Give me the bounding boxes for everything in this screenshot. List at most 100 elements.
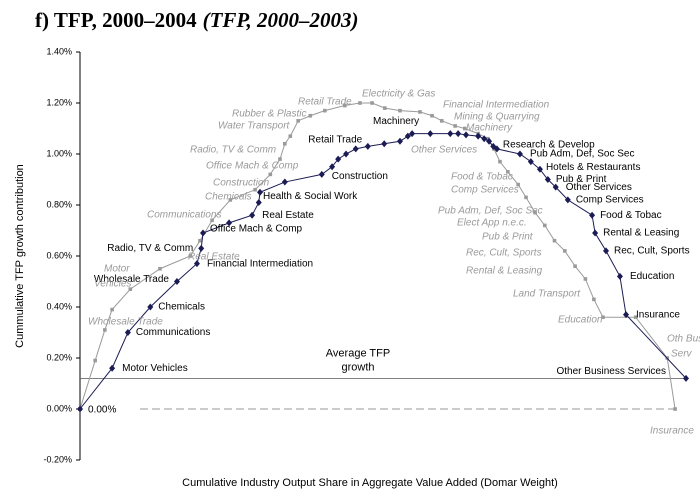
series-line	[79, 102, 676, 410]
comparison-annotation: Real Estate	[188, 252, 240, 263]
diamond-marker	[318, 170, 325, 178]
square-marker	[601, 315, 605, 319]
annotation: Other Services	[566, 182, 632, 193]
comparison-annotation: Office Mach & Comp	[206, 161, 299, 172]
diamond-marker	[486, 137, 493, 145]
diamond-marker	[124, 329, 131, 336]
square-marker	[210, 218, 214, 223]
x-axis-title: Cumulative Industry Output Share in Aggr…	[182, 477, 558, 489]
comparison-annotation: Pub & Print	[482, 232, 534, 243]
annotation: Other Business Services	[557, 366, 667, 377]
square-marker	[288, 134, 293, 138]
diamond-marker	[527, 158, 534, 166]
square-marker	[383, 106, 387, 110]
y-axis-title: Cummulative TFP growth contribution	[14, 164, 26, 348]
comparison-annotation: Rubber & Plastic	[232, 109, 306, 120]
diamond-marker	[623, 311, 630, 319]
annotation: Rec, Cult, Sports	[614, 246, 690, 257]
square-marker	[430, 113, 434, 118]
diamond-marker	[536, 165, 543, 173]
diamond-marker	[564, 196, 571, 204]
annotation: Pub Adm, Def, Soc Sec	[530, 149, 635, 160]
y-tick-label: 0.40%	[46, 301, 72, 311]
square-marker	[453, 124, 457, 128]
diamond-marker	[589, 211, 596, 219]
comparison-annotation: Electricity & Gas	[362, 89, 435, 100]
diamond-marker	[544, 176, 551, 183]
diamond-marker	[481, 135, 488, 143]
diamond-marker	[198, 244, 205, 252]
annotation: Insurance	[636, 309, 680, 320]
square-marker	[398, 108, 402, 113]
annotation: Motor Vehicles	[122, 363, 188, 374]
diamond-marker	[200, 229, 207, 237]
square-marker	[533, 210, 537, 215]
square-marker	[358, 101, 362, 105]
square-marker	[228, 198, 233, 202]
square-marker	[418, 110, 422, 114]
diamond-marker	[281, 178, 288, 186]
diamond-marker	[77, 405, 83, 413]
square-marker	[343, 103, 347, 108]
comparison-annotation: Rental & Leasing	[466, 266, 543, 277]
average-label: Average TFP	[326, 347, 390, 359]
annotation: Wholesale Trade	[94, 274, 169, 285]
diamond-marker	[352, 145, 359, 153]
square-marker	[506, 170, 510, 174]
comparison-annotation: Food & Tobac	[451, 172, 513, 183]
annotation: Communications	[136, 327, 210, 338]
chart-subtitle: (TFP, 2000–2003)	[203, 8, 359, 32]
comparison-annotation: Land Transport	[513, 289, 581, 300]
y-tick-label: 0.80%	[46, 199, 72, 209]
square-marker	[128, 287, 133, 291]
annotation: Rental & Leasing	[603, 228, 679, 239]
y-tick-label: 1.20%	[46, 97, 72, 107]
diamond-marker	[463, 131, 470, 139]
diamond-marker	[475, 132, 482, 140]
square-marker	[439, 119, 444, 123]
square-marker	[573, 264, 577, 268]
average-label: growth	[341, 361, 374, 373]
diamond-marker	[255, 198, 262, 206]
diamond-marker	[455, 130, 462, 138]
annotation: Food & Tobac	[600, 210, 662, 221]
diamond-marker	[147, 303, 154, 311]
zero-label: 0.00%	[88, 405, 116, 416]
diamond-marker	[616, 272, 623, 280]
comparison-annotation: Elect App n.e.c.	[457, 218, 527, 229]
diamond-marker	[447, 130, 454, 138]
diamond-marker	[335, 155, 342, 163]
square-marker	[308, 113, 313, 118]
square-marker	[498, 159, 502, 164]
diamond-marker	[173, 278, 180, 285]
square-marker	[110, 307, 114, 312]
y-tick-label: 0.60%	[46, 250, 72, 260]
comparison-annotation: Other Services	[411, 145, 477, 156]
comparison-annotation: Radio, TV & Comm	[190, 145, 276, 156]
diamond-marker	[226, 219, 233, 227]
annotation: Machinery	[373, 116, 419, 127]
diamond-marker	[552, 183, 559, 191]
comparison-annotation: Oth Bus	[667, 334, 700, 345]
annotation: Pub & Print	[556, 174, 607, 185]
comparison-annotation: Vehicles	[94, 279, 131, 290]
square-marker	[463, 126, 467, 131]
chart-title: f) TFP, 2000–2004	[35, 8, 197, 32]
comparison-annotation: Water Transport	[218, 121, 291, 132]
diamond-marker	[404, 132, 411, 140]
diamond-marker	[592, 229, 599, 237]
square-marker	[583, 277, 588, 281]
annotation: Chemicals	[158, 302, 205, 313]
diamond-marker	[381, 140, 388, 148]
chart-title-group: f) TFP, 2000–2004 (TFP, 2000–2003)	[35, 8, 359, 32]
square-marker	[552, 238, 557, 243]
diamond-marker	[396, 137, 403, 145]
comparison-annotation: Pub Adm, Def, Soc Sec	[438, 206, 543, 217]
square-marker	[673, 407, 677, 411]
y-tick-label: 1.40%	[46, 46, 72, 56]
annotation: Research & Develop	[503, 140, 595, 151]
square-marker	[592, 297, 596, 302]
square-marker	[198, 238, 202, 243]
diamond-marker	[256, 188, 263, 196]
